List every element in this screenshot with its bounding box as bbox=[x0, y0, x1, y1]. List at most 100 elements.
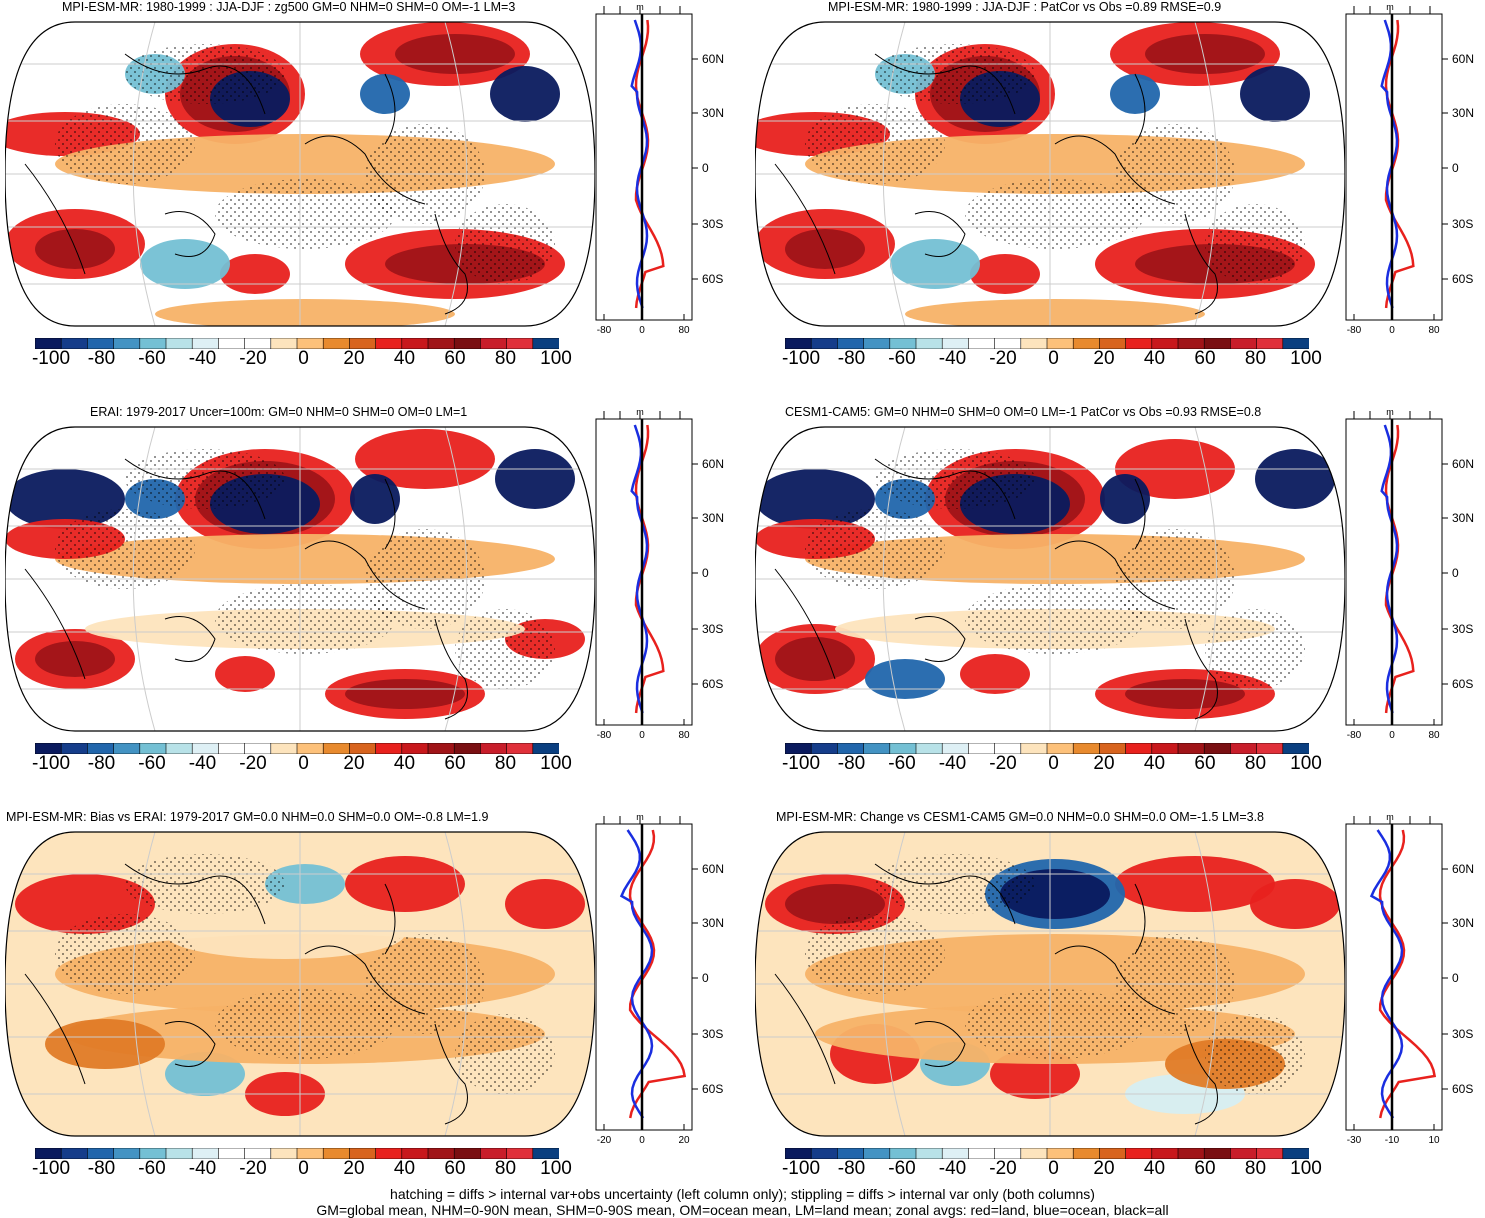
anomaly-region bbox=[865, 659, 945, 699]
colorbar-label: -100 bbox=[781, 753, 821, 774]
lat-tick-label: 30N bbox=[1452, 511, 1474, 525]
anomaly-region bbox=[165, 1052, 245, 1096]
map-border bbox=[5, 831, 595, 1137]
colorbar-swatch bbox=[532, 743, 559, 754]
panel-title: MPI-ESM-MR: 1980-1999 : JJA-DJF : zg500 … bbox=[62, 0, 516, 14]
colorbar bbox=[785, 1148, 1309, 1159]
anomaly-region bbox=[360, 74, 410, 114]
anomaly-region bbox=[970, 254, 1040, 294]
map-panel-6: MPI-ESM-MR: Change vs CESM1-CAM5 GM=0.0 … bbox=[750, 810, 1485, 1215]
colorbar-label: 100 bbox=[540, 753, 572, 774]
anomaly-region bbox=[1145, 34, 1265, 74]
anomaly-region bbox=[785, 229, 865, 269]
colorbar-label: -40 bbox=[938, 1158, 967, 1179]
colorbar-label: -20 bbox=[239, 348, 267, 369]
zonal-tick-label: -80 bbox=[1347, 325, 1362, 335]
anomaly-region bbox=[220, 254, 290, 294]
anomaly-region bbox=[775, 637, 855, 681]
colorbar bbox=[35, 338, 559, 349]
coastline bbox=[24, 458, 468, 720]
map-panel-5: MPI-ESM-MR: Bias vs ERAI: 1979-2017 GM=0… bbox=[0, 810, 742, 1215]
lat-tick-label: 60S bbox=[1452, 272, 1473, 286]
lat-tick-label: 60S bbox=[702, 1082, 723, 1096]
robinson-map bbox=[755, 21, 1345, 327]
colorbar-label: -80 bbox=[837, 753, 866, 774]
land-zonal-curve bbox=[628, 829, 687, 1119]
colorbar-label: 40 bbox=[1143, 348, 1166, 369]
lat-tick-label: 60N bbox=[1452, 862, 1474, 876]
colorbar-swatch bbox=[113, 338, 141, 349]
anomaly-region bbox=[1250, 879, 1340, 929]
map-panel-4: CESM1-CAM5: GM=0 NHM=0 SHM=0 OM=0 LM=-1 … bbox=[750, 405, 1485, 810]
colorbar-label: 0 bbox=[298, 753, 309, 774]
lat-tick-label: 0 bbox=[702, 971, 709, 985]
colorbar-label: -20 bbox=[239, 753, 267, 774]
lat-tick-label: 30N bbox=[702, 106, 724, 120]
lat-tick-label: 60N bbox=[1452, 52, 1474, 66]
lat-tick-label: 0 bbox=[1452, 971, 1459, 985]
anomaly-region bbox=[165, 909, 405, 959]
colorbar-label: 60 bbox=[1194, 753, 1216, 774]
lat-tick-label: 30S bbox=[1452, 217, 1473, 231]
lat-tick-label: 60S bbox=[1452, 677, 1473, 691]
lat-tick-label: 60N bbox=[702, 862, 724, 876]
zonal-tick-label: 0 bbox=[639, 325, 645, 335]
panel-title: MPI-ESM-MR: Bias vs ERAI: 1979-2017 GM=0… bbox=[6, 810, 489, 824]
stippling bbox=[875, 854, 1035, 914]
zonal-tick-label: -20 bbox=[597, 1135, 612, 1145]
longitude-line bbox=[444, 427, 468, 731]
colorbar-label: -80 bbox=[837, 348, 866, 369]
lat-tick-label: 60N bbox=[1452, 457, 1474, 471]
zonal-tick-label: 0 bbox=[1389, 325, 1395, 335]
zonal-tick-label: 0 bbox=[1389, 730, 1395, 740]
colorbar-swatch bbox=[1282, 743, 1309, 754]
colorbar-swatch bbox=[270, 338, 298, 349]
colorbar-label: -60 bbox=[138, 753, 166, 774]
zonal-tick-label: 80 bbox=[678, 730, 690, 740]
colorbar bbox=[35, 743, 559, 754]
stippling bbox=[965, 179, 1145, 249]
lat-tick-label: 0 bbox=[702, 566, 709, 580]
stippling bbox=[875, 449, 1035, 509]
anomaly-region bbox=[350, 474, 400, 524]
colorbar-label: -80 bbox=[87, 348, 116, 369]
colorbar-label: 80 bbox=[1244, 348, 1267, 369]
colorbar-label: -100 bbox=[31, 348, 71, 369]
colorbar-swatch bbox=[1282, 338, 1309, 349]
lat-tick-label: 0 bbox=[1452, 161, 1459, 175]
lat-tick-label: 30S bbox=[702, 622, 723, 636]
anomaly-region bbox=[1255, 449, 1335, 509]
colorbar-label: 20 bbox=[1093, 1158, 1115, 1179]
zonal-tick-label: 0 bbox=[639, 730, 645, 740]
plot-frame bbox=[595, 418, 693, 726]
lat-tick-label: 30S bbox=[702, 217, 723, 231]
colorbar bbox=[785, 338, 1309, 349]
colorbar-label: 0 bbox=[1048, 1158, 1059, 1179]
map-border bbox=[5, 426, 595, 732]
anomaly-region bbox=[785, 884, 885, 924]
stippling bbox=[125, 449, 285, 509]
lat-tick-label: 30N bbox=[1452, 916, 1474, 930]
colorbar-label: -60 bbox=[888, 753, 916, 774]
colorbar-label: -100 bbox=[31, 753, 71, 774]
stippling bbox=[125, 854, 285, 914]
zonal-tick-label: -80 bbox=[597, 325, 612, 335]
anomaly-region bbox=[1100, 474, 1150, 524]
colorbar-swatch bbox=[1020, 1148, 1048, 1159]
colorbar-label: -40 bbox=[188, 1158, 217, 1179]
colorbar-label: 0 bbox=[1048, 753, 1059, 774]
anomaly-region bbox=[215, 656, 275, 692]
stippling bbox=[125, 44, 285, 104]
colorbar-swatch bbox=[1282, 1148, 1309, 1159]
land-zonal-curve bbox=[1378, 829, 1437, 1119]
coastline bbox=[774, 53, 1218, 315]
lat-tick-label: 30S bbox=[1452, 1027, 1473, 1041]
map-border bbox=[755, 21, 1345, 327]
zonal-tick-label: -80 bbox=[597, 730, 612, 740]
colorbar-label: 60 bbox=[444, 1158, 466, 1179]
colorbar-label: 20 bbox=[1093, 348, 1115, 369]
colorbar-swatch bbox=[863, 1148, 891, 1159]
